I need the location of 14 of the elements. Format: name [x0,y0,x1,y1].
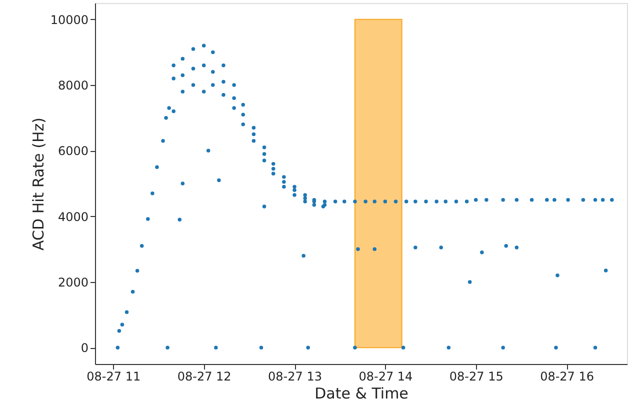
y-tick-label: 8000 [58,78,88,93]
x-tick-label: 08-27 13 [268,370,322,384]
y-tick-label: 2000 [58,275,88,290]
x-tick-label: 08-27 15 [449,370,504,384]
x-tick-label: 08-27 11 [86,370,141,384]
y-axis-title: ACD Hit Rate (Hz) [29,118,48,250]
y-tick-label: 4000 [58,210,88,224]
x-axis-title: Date & Time [314,384,408,402]
x-tick-label: 08-27 16 [540,370,594,384]
x-tick-label: 08-27 12 [177,370,232,384]
y-tick-label: 10000 [50,12,88,27]
y-tick-label: 0 [80,341,88,356]
y-tick-label: 6000 [58,144,88,158]
x-tick-label: 08-27 14 [358,370,413,384]
